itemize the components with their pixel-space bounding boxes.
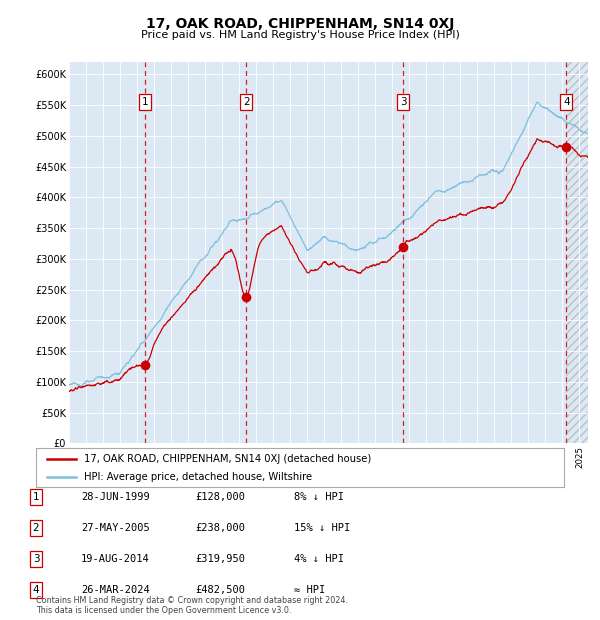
Text: Price paid vs. HM Land Registry's House Price Index (HPI): Price paid vs. HM Land Registry's House … xyxy=(140,30,460,40)
Text: 2: 2 xyxy=(243,97,250,107)
Text: 17, OAK ROAD, CHIPPENHAM, SN14 0XJ: 17, OAK ROAD, CHIPPENHAM, SN14 0XJ xyxy=(146,17,454,32)
Text: £238,000: £238,000 xyxy=(195,523,245,533)
Text: £128,000: £128,000 xyxy=(195,492,245,502)
Text: 4: 4 xyxy=(32,585,40,595)
Bar xyxy=(566,62,588,443)
Text: 28-JUN-1999: 28-JUN-1999 xyxy=(81,492,150,502)
Text: 26-MAR-2024: 26-MAR-2024 xyxy=(81,585,150,595)
Text: 15% ↓ HPI: 15% ↓ HPI xyxy=(294,523,350,533)
Text: 3: 3 xyxy=(32,554,40,564)
Text: 3: 3 xyxy=(400,97,406,107)
Text: 2: 2 xyxy=(32,523,40,533)
Text: HPI: Average price, detached house, Wiltshire: HPI: Average price, detached house, Wilt… xyxy=(83,472,311,482)
Text: 19-AUG-2014: 19-AUG-2014 xyxy=(81,554,150,564)
Text: 1: 1 xyxy=(142,97,149,107)
Text: 1: 1 xyxy=(32,492,40,502)
Text: £319,950: £319,950 xyxy=(195,554,245,564)
Text: 17, OAK ROAD, CHIPPENHAM, SN14 0XJ (detached house): 17, OAK ROAD, CHIPPENHAM, SN14 0XJ (deta… xyxy=(83,454,371,464)
Text: 4: 4 xyxy=(563,97,570,107)
Text: 4% ↓ HPI: 4% ↓ HPI xyxy=(294,554,344,564)
Text: £482,500: £482,500 xyxy=(195,585,245,595)
Text: Contains HM Land Registry data © Crown copyright and database right 2024.
This d: Contains HM Land Registry data © Crown c… xyxy=(36,596,348,615)
Text: 8% ↓ HPI: 8% ↓ HPI xyxy=(294,492,344,502)
Text: ≈ HPI: ≈ HPI xyxy=(294,585,325,595)
Text: 27-MAY-2005: 27-MAY-2005 xyxy=(81,523,150,533)
